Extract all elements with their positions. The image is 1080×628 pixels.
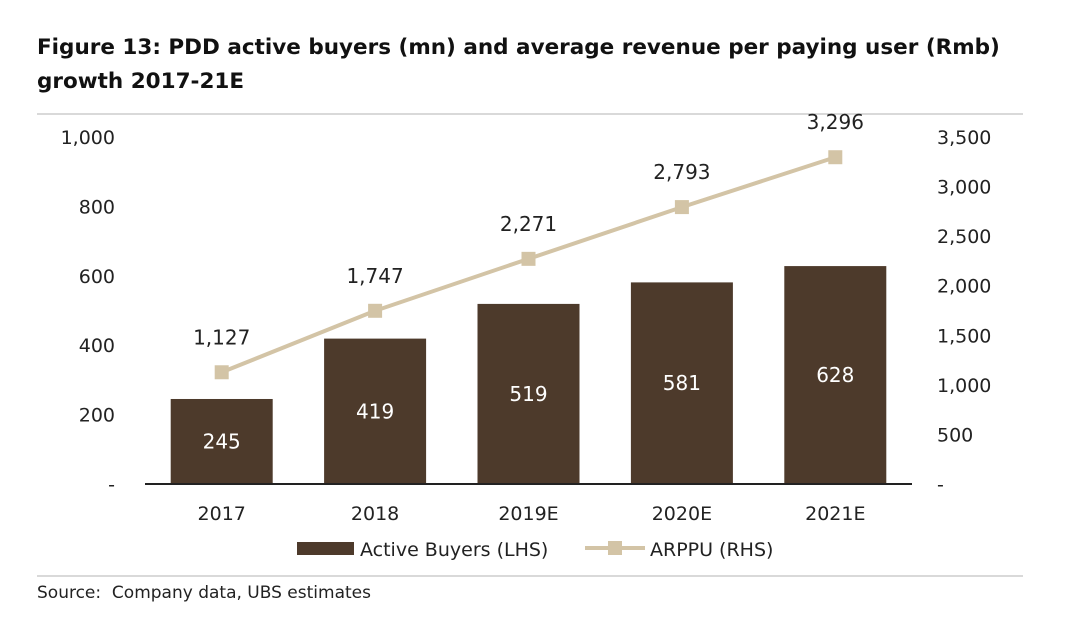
bar	[630, 282, 733, 484]
x-tick-label: 2019E	[498, 503, 558, 525]
legend-label: ARPPU (RHS)	[650, 539, 773, 561]
left-tick-label: 1,000	[61, 127, 115, 149]
bar	[324, 338, 427, 484]
x-tick-label: 2018	[351, 503, 399, 525]
legend-marker-swatch	[608, 541, 622, 555]
legend-bar-swatch	[297, 542, 354, 555]
left-tick-label: 400	[79, 335, 115, 357]
left-tick-label: 200	[79, 405, 115, 427]
bar-series: 245 419 519 581 628	[170, 266, 887, 484]
x-tick-label: 2017	[198, 503, 246, 525]
bottom-divider	[37, 575, 1023, 577]
line-series: 1,127 1,747 2,271 2,793 3,296	[193, 110, 864, 380]
right-tick-label: 500	[937, 424, 973, 446]
right-tick-label: -	[937, 474, 944, 496]
bar	[477, 303, 580, 484]
source-note: Source: Company data, UBS estimates	[37, 583, 371, 603]
left-tick-label: -	[108, 474, 115, 496]
bar	[170, 398, 273, 484]
right-axis: - 500 1,000 1,500 2,000 2,500 3,000 3,500	[937, 127, 991, 496]
bar-data-label: 628	[816, 363, 854, 387]
bar-data-label: 581	[663, 371, 701, 395]
line-data-label: 2,271	[500, 212, 557, 236]
line-marker	[214, 365, 229, 380]
right-tick-label: 1,000	[937, 375, 991, 397]
line-data-label: 3,296	[807, 110, 864, 134]
right-tick-label: 2,500	[937, 226, 991, 248]
chart-title: Figure 13: PDD active buyers (mn) and av…	[37, 35, 1000, 94]
right-tick-label: 1,500	[937, 325, 991, 347]
bar-data-label: 419	[356, 399, 394, 423]
line-data-label: 1,127	[193, 325, 250, 349]
line-marker	[521, 251, 536, 266]
bar-data-label: 245	[203, 429, 241, 453]
right-tick-label: 3,000	[937, 177, 991, 199]
line-marker	[674, 200, 689, 215]
x-tick-label: 2020E	[652, 503, 712, 525]
x-axis: 2017 2018 2019E 2020E 2021E	[198, 503, 866, 525]
line-marker	[368, 303, 383, 318]
line-data-label: 2,793	[653, 160, 710, 184]
line-marker	[828, 150, 843, 165]
bar-data-label: 519	[509, 382, 547, 406]
line-data-label: 1,747	[346, 264, 403, 288]
left-axis: - 200 400 600 800 1,000	[61, 127, 115, 496]
legend: Active Buyers (LHS) ARPPU (RHS)	[297, 539, 773, 561]
x-tick-label: 2021E	[805, 503, 865, 525]
left-tick-label: 800	[79, 196, 115, 218]
right-tick-label: 2,000	[937, 276, 991, 298]
top-divider	[37, 113, 1023, 115]
bar	[784, 266, 887, 484]
legend-label: Active Buyers (LHS)	[360, 539, 548, 561]
right-tick-label: 3,500	[937, 127, 991, 149]
left-tick-label: 600	[79, 266, 115, 288]
